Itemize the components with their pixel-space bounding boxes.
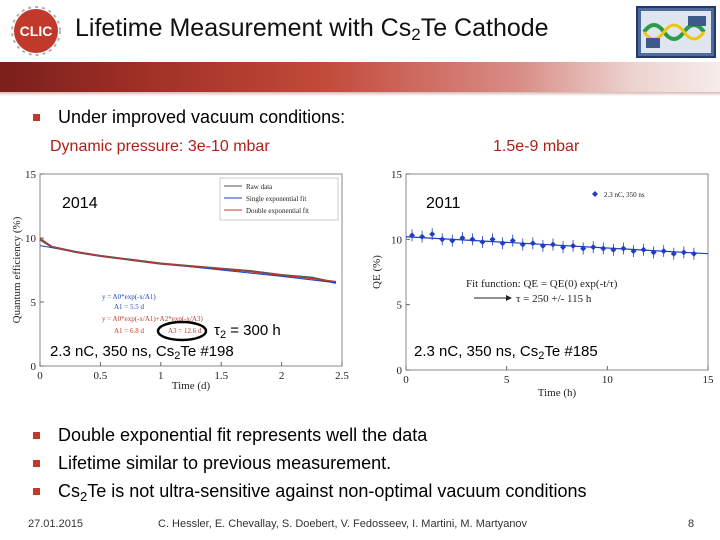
bullet-marker [33, 460, 40, 467]
y-tick-label: 5 [397, 300, 403, 312]
footer-page-number: 8 [688, 518, 695, 530]
x-axis-label: Time (h) [538, 387, 577, 399]
legend-single-fit: Single exponential fit [246, 195, 306, 203]
fit-result-text: τ = 250 +/- 115 h [516, 293, 592, 305]
x-tick-label: 2 [279, 370, 285, 382]
footer-authors: C. Hessler, E. Chevallay, S. Doebert, V.… [158, 518, 528, 530]
y-tick-label: 10 [25, 233, 37, 245]
x-tick-label: 2.5 [335, 370, 349, 382]
y-axis-label: Quantum efficiency (%) [11, 216, 23, 323]
fit-annotation-3: y = A0*exp(-x/A1)+A2*exp(-x/A3) [102, 315, 203, 323]
conclusion-1: Double exponential fit represents well t… [58, 425, 428, 445]
header-banner-shadow [0, 92, 720, 96]
data-point [600, 245, 607, 252]
y-tick-label: 15 [25, 169, 37, 181]
y-tick-label: 5 [31, 297, 37, 309]
accelerator-logo-graphic [641, 11, 711, 53]
data-point [529, 240, 536, 247]
y-tick-label: 15 [391, 169, 403, 181]
x-tick-label: 5 [504, 374, 510, 386]
conclusion-3: Cs2Te is not ultra-sensitive against non… [58, 481, 587, 504]
plot-legend [219, 177, 339, 221]
header-banner [0, 62, 720, 92]
accelerator-logo [636, 6, 716, 58]
bullet-marker [33, 114, 40, 121]
legend-label: 2.3 nC, 350 ns [604, 191, 645, 199]
fit-annotation-2: A1 = 5.5 d [114, 303, 145, 311]
data-point [489, 236, 496, 243]
legend-raw-data: Raw data [246, 183, 273, 191]
year-label-2011: 2011 [426, 195, 461, 212]
x-tick-label: 0 [37, 370, 43, 382]
data-point [690, 250, 697, 257]
pressure-right-label: 1.5e-9 mbar [493, 138, 580, 155]
slide-title: Lifetime Measurement with Cs2Te Cathode [75, 14, 549, 44]
y-axis-label: QE (%) [371, 255, 383, 289]
conclusion-2: Lifetime similar to previous measurement… [58, 453, 392, 473]
bullet-marker [33, 432, 40, 439]
x-tick-label: 15 [703, 374, 715, 386]
lifetime-plot-2011: 0 5 10 15 0 5 10 15 2.3 nC, 350 ns Fit function… [366, 166, 716, 400]
y-tick-label: 0 [397, 365, 403, 377]
plot-frame [405, 173, 709, 371]
y-tick-label: 10 [391, 234, 403, 246]
fit-line [405, 236, 709, 255]
fit-annotation-1: y = A0*exp(-x/A1) [102, 293, 156, 301]
x-tick-label: 10 [602, 374, 614, 386]
fit-annotation-5: A3 = 12.6 d [168, 327, 202, 335]
x-tick-label: 1.5 [214, 370, 228, 382]
data-point [650, 249, 657, 256]
series-line-3 [39, 237, 337, 283]
y-tick-label: 0 [31, 361, 37, 373]
intro-bullet-text: Under improved vacuum conditions: [58, 107, 346, 127]
data-point [429, 231, 436, 238]
data-point [630, 248, 637, 255]
clic-logo-text: CLIC [20, 23, 53, 39]
clic-logo: CLIC [11, 6, 61, 56]
x-tick-label: 0.5 [94, 370, 108, 382]
fit-function-text: Fit function: QE = QE(0) exp(-t/τ) [466, 278, 618, 290]
x-tick-label: 0 [403, 374, 409, 386]
highlight-ellipse [156, 320, 208, 342]
data-point [479, 238, 486, 245]
left-plot-caption: 2.3 nC, 350 ns, Cs2Te #198 [50, 343, 234, 362]
tau2-label: τ2 = 300 h [214, 322, 281, 341]
bullet-marker [33, 488, 40, 495]
fit-annotation-4: A1 = 6.8 d [114, 327, 145, 335]
right-plot-caption: 2.3 nC, 350 ns, Cs2Te #185 [414, 343, 598, 362]
pressure-left-label: Dynamic pressure: 3e-10 mbar [50, 138, 270, 155]
x-axis-label: Time (d) [172, 380, 211, 392]
fit-arrow-head [506, 295, 512, 301]
year-label-2014: 2014 [62, 195, 98, 212]
legend-marker [592, 191, 598, 197]
legend-double-fit: Double exponential fit [246, 207, 309, 215]
footer-date: 27.01.2015 [28, 518, 84, 530]
data-point [469, 236, 476, 243]
x-tick-label: 1 [158, 370, 164, 382]
